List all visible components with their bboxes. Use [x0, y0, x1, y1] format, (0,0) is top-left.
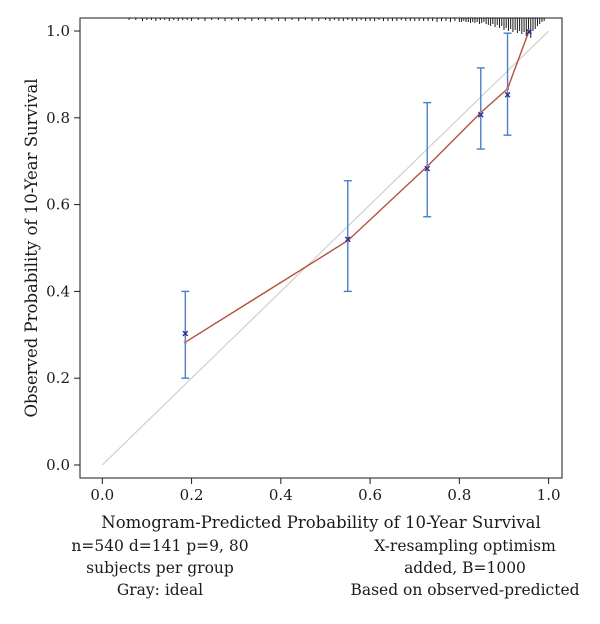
- mark-stroke: [504, 91, 511, 98]
- bias-corrected-mark: [477, 111, 484, 118]
- bias-corrected-marks-layer: [182, 28, 532, 337]
- resampling-note: X-resampling optimism added, B=1000 Base…: [345, 535, 585, 601]
- note-right-line-2: added, B=1000: [404, 559, 526, 577]
- x-tick-label: 1.0: [537, 486, 561, 504]
- y-axis-title: Observed Probability of 10-Year Survival: [22, 78, 41, 417]
- y-tick-label: 0.4: [46, 282, 70, 300]
- y-tick-label: 1.0: [46, 22, 70, 40]
- y-tick-label: 0.2: [46, 369, 70, 387]
- note-left-line-2: subjects per group: [86, 559, 234, 577]
- x-tick-label: 0.2: [180, 486, 204, 504]
- plot-frame: [79, 17, 563, 479]
- bias-corrected-mark: [526, 28, 532, 35]
- mark-stroke: [182, 330, 189, 337]
- note-right-line-1: X-resampling optimism: [374, 537, 556, 555]
- rug-layer: [128, 18, 545, 38]
- y-tick-label: 0.8: [46, 109, 70, 127]
- x-tick-label: 0.8: [447, 486, 471, 504]
- bias-corrected-mark: [504, 91, 511, 98]
- note-left-line-1: n=540 d=141 p=9, 80: [71, 537, 249, 555]
- bias-corrected-mark: [424, 165, 431, 172]
- y-axis: 0.0 0.2 0.4 0.6 0.8 1.0: [46, 22, 80, 474]
- x-tick-label: 0.6: [358, 486, 382, 504]
- bias-corrected-mark: [344, 236, 351, 243]
- x-axis: 0.0 0.2 0.4 0.6 0.8 1.0: [90, 478, 561, 504]
- ideal-line-layer: [101, 30, 550, 466]
- apparent-point: [183, 340, 187, 344]
- note-right-line-3: Based on observed-predicted: [350, 581, 580, 599]
- error-bars-layer: [181, 32, 512, 379]
- apparent-line-layer: [183, 29, 531, 344]
- x-tick-label: 0.4: [269, 486, 293, 504]
- apparent-calibration-line: [184, 30, 530, 343]
- mark-stroke: [344, 236, 351, 243]
- x-axis-title: Nomogram-Predicted Probability of 10-Yea…: [101, 513, 541, 532]
- sample-size-note: n=540 d=141 p=9, 80 subjects per group G…: [60, 535, 260, 601]
- y-tick-label: 0.0: [46, 456, 70, 474]
- bias-corrected-mark: [182, 330, 189, 337]
- mark-stroke: [424, 165, 431, 172]
- note-left-line-3: Gray: ideal: [116, 581, 204, 599]
- ideal-line: [101, 30, 550, 466]
- mark-stroke: [477, 111, 484, 118]
- apparent-point: [505, 87, 510, 91]
- mark-stroke: [526, 28, 532, 35]
- y-tick-label: 0.6: [46, 196, 70, 214]
- x-tick-label: 0.0: [90, 486, 114, 504]
